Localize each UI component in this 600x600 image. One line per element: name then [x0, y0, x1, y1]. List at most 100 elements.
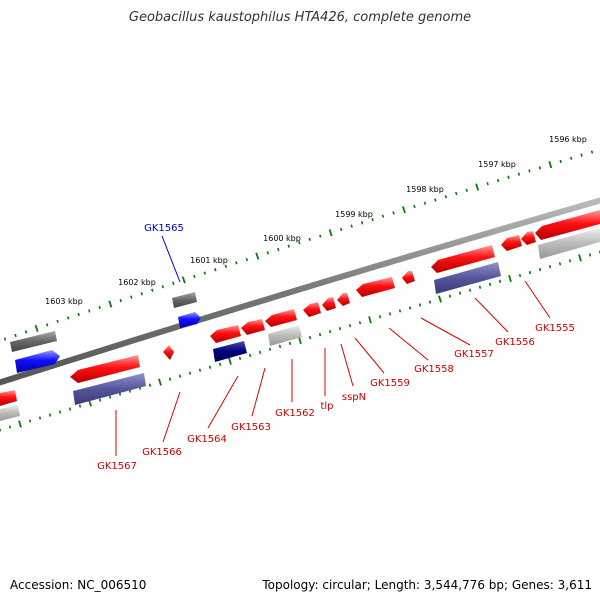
gene-label-gk1557[interactable]: GK1557 — [454, 349, 494, 360]
scale-tick-minor — [444, 195, 448, 199]
scale-tick-minor — [66, 316, 70, 320]
scale-tick-minor — [588, 253, 592, 257]
gene-label-gk1565[interactable]: GK1565 — [144, 223, 184, 234]
scale-tick-minor — [358, 321, 362, 325]
scale-tick-minor — [458, 291, 462, 295]
genome-title: Geobacillus kaustophilus HTA426, complet… — [128, 10, 472, 25]
gene-forward[interactable] — [15, 350, 60, 373]
gene-GK1564-reverse[interactable] — [210, 325, 241, 343]
gene-pseudo-dark[interactable] — [10, 331, 57, 352]
scale-tick-minor — [8, 425, 12, 429]
gene-reverse-edge[interactable] — [0, 390, 17, 406]
scale-label: 1596 kbp — [549, 135, 587, 144]
gene-label-gk1555[interactable]: GK1555 — [535, 323, 575, 334]
scale-tick-minor — [308, 237, 311, 242]
gene-sspN-reverse[interactable] — [322, 297, 336, 311]
scale-tick-minor — [287, 244, 290, 248]
scale-tick-major — [328, 229, 333, 237]
scale-tick-minor — [218, 362, 222, 366]
gene-GK1557-purple[interactable] — [434, 262, 501, 294]
scale-label: 1601 kbp — [190, 256, 228, 265]
scale-tick-minor — [507, 175, 510, 180]
scale-tick-minor — [328, 329, 332, 334]
scale-tick-minor — [298, 241, 301, 245]
label-leader-lines — [115, 235, 551, 456]
gene-GK1559-small[interactable] — [337, 293, 350, 306]
gene-label-gk1567[interactable]: GK1567 — [97, 461, 137, 472]
scale-tick-minor — [428, 300, 432, 304]
scale-tick-minor — [168, 377, 172, 381]
gene-tlp-reverse[interactable] — [303, 302, 321, 317]
scale-tick-minor — [360, 221, 364, 225]
gene-label-gk1566[interactable]: GK1566 — [142, 447, 182, 458]
scale-tick-minor — [119, 298, 122, 303]
scale-tick-minor — [198, 368, 202, 372]
gene-GK1567-purple[interactable] — [73, 373, 146, 405]
gene-label-gk1556[interactable]: GK1556 — [495, 337, 535, 348]
gene-GK1556-reverse[interactable] — [501, 235, 522, 251]
scale-tick-minor — [235, 261, 238, 265]
gene-GK1558-reverse[interactable] — [402, 271, 415, 284]
scale-tick-minor — [278, 344, 282, 349]
scale-tick-minor — [423, 201, 427, 205]
gene-label-gk1564[interactable]: GK1564 — [187, 434, 227, 445]
scale-tick-minor — [559, 159, 562, 164]
gene-label-gk1558[interactable]: GK1558 — [414, 364, 454, 375]
gene-GK1556-small[interactable] — [521, 231, 536, 245]
gene-GK1559-reverse[interactable] — [356, 277, 395, 297]
gene-GK1563-reverse[interactable] — [241, 319, 265, 335]
gene-light-edge[interactable] — [0, 405, 20, 421]
scale-tick-minor — [498, 279, 502, 284]
scale-tick-minor — [118, 392, 122, 396]
scale-tick-minor — [350, 224, 353, 228]
scale-tick-minor — [338, 326, 342, 331]
scale-tick-minor — [478, 285, 482, 289]
scale-tick-minor — [371, 217, 374, 222]
scale-tick-minor — [161, 285, 165, 289]
gene-label-gk1562[interactable]: GK1562 — [275, 408, 315, 419]
gene-GK1566-reverse[interactable] — [163, 345, 174, 360]
gene-GK1562-reverse[interactable] — [265, 309, 297, 327]
leader-line-gk1556 — [474, 297, 509, 333]
scale-tick-minor — [486, 182, 489, 186]
gene-GK1557-reverse[interactable] — [431, 245, 495, 273]
gene-GK1555-reverse[interactable] — [535, 210, 600, 240]
scale-tick-minor — [590, 150, 594, 154]
gene-GK1565-forward[interactable] — [178, 312, 201, 328]
scale-tick-minor — [188, 371, 192, 375]
scale-tick-minor — [98, 398, 102, 402]
scale-tick-minor — [569, 156, 573, 160]
scale-tick-minor — [56, 319, 59, 324]
scale-label: 1600 kbp — [263, 234, 301, 243]
genes-lower-row — [0, 210, 600, 421]
scale-tick-minor — [68, 407, 72, 411]
scale-tick-minor — [148, 383, 152, 387]
gene-GK1564-navy[interactable] — [213, 341, 247, 362]
scale-label: 1597 kbp — [478, 160, 516, 169]
scale-tick-minor — [266, 251, 270, 255]
gene-GK1555-light[interactable] — [538, 228, 600, 259]
scale-tick-minor — [398, 309, 402, 313]
scale-tick-major — [475, 183, 480, 191]
scale-tick-major — [368, 316, 372, 324]
scale-tick-major — [18, 420, 22, 428]
scale-tick-minor — [528, 169, 531, 173]
gene-GK1567-reverse[interactable] — [70, 355, 140, 383]
leader-line-gk1566 — [162, 391, 181, 443]
gene-label-sspn[interactable]: sspN — [342, 392, 366, 403]
scale-tick-minor — [224, 264, 228, 268]
leader-line-gk1555 — [524, 280, 551, 319]
gene-label-gk1559[interactable]: GK1559 — [370, 378, 410, 389]
scale-tick-minor — [434, 198, 437, 202]
scale-tick-minor — [238, 356, 242, 361]
gene-pseudo-dark[interactable] — [172, 292, 197, 308]
gene-label-gk1563[interactable]: GK1563 — [231, 422, 271, 433]
scale-tick-minor — [548, 264, 552, 269]
leader-line-gk1565 — [161, 235, 181, 283]
gene-GK1562-light[interactable] — [268, 325, 302, 346]
scale-tick-minor — [339, 227, 343, 232]
scale-tick-minor — [319, 234, 322, 238]
scale-tick-minor — [203, 271, 207, 275]
scale-tick-minor — [580, 153, 583, 157]
gene-label-tlp[interactable]: tlp — [320, 401, 333, 412]
